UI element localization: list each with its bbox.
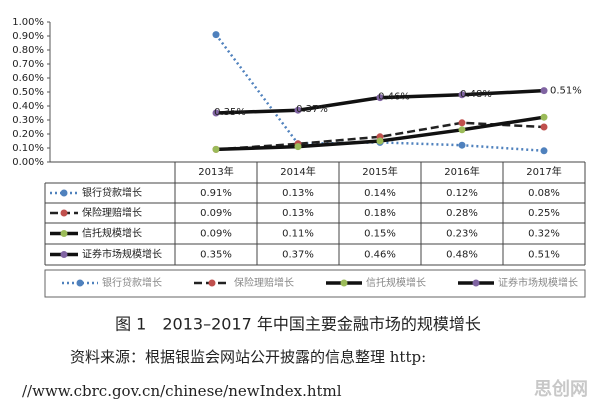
- caption: 图 1 2013–2017 年中国主要金融市场的规模增长: [115, 315, 481, 334]
- data-point: [294, 143, 302, 151]
- watermark: 思创网: [534, 378, 588, 400]
- table-cell: 0.91%: [200, 188, 232, 199]
- data-point: [458, 141, 466, 149]
- data-point: [212, 109, 220, 117]
- table-cell: 0.12%: [446, 188, 478, 199]
- table-cell: 0.32%: [528, 229, 560, 240]
- table-cell: 0.48%: [446, 250, 478, 261]
- series-line: [215, 33, 545, 153]
- series-line: [215, 121, 545, 151]
- table-legend-symbol: [60, 230, 68, 237]
- y-tick-label: 0.30%: [12, 115, 44, 126]
- legend-label: 保险理赔增长: [234, 276, 294, 289]
- legend-symbol: [76, 279, 84, 287]
- table-cell: 0.08%: [528, 188, 560, 199]
- legend-symbol: [208, 279, 216, 287]
- table-legend-symbol: [60, 251, 68, 258]
- table-cell: 0.28%: [446, 208, 478, 219]
- table-cell: 0.23%: [446, 229, 478, 240]
- table-legend-symbol: [60, 209, 68, 217]
- table-cell: 0.25%: [528, 208, 560, 219]
- table-cell: 0.09%: [200, 208, 232, 219]
- table-cell: 0.13%: [282, 188, 314, 199]
- y-tick-label: 0.70%: [12, 59, 44, 70]
- legend-box: [44, 269, 586, 298]
- table-legend-label: 证券市场规模增长: [82, 248, 162, 261]
- data-point: [540, 113, 548, 121]
- x-tick-label: 2014年: [280, 165, 315, 178]
- table-cell: 0.13%: [282, 208, 314, 219]
- data-label: 0.51%: [550, 86, 582, 97]
- data-point: [294, 106, 302, 114]
- source-url: //www.cbrc.gov.cn/chinese/newIndex.html: [22, 382, 342, 400]
- source: 资料来源：根据银监会网站公开披露的信息整理 http:: [70, 348, 426, 366]
- data-label: 0.48%: [460, 89, 492, 100]
- table-cell: 0.18%: [364, 208, 396, 219]
- y-tick-label: 1.00%: [12, 17, 44, 28]
- y-tick-label: 0.90%: [12, 31, 44, 42]
- y-tick-label: 0.00%: [12, 157, 44, 168]
- data-point: [458, 126, 466, 134]
- table-cell: 0.11%: [282, 229, 314, 240]
- data-point: [376, 94, 384, 102]
- table-legend-label: 银行贷款增长: [82, 186, 142, 199]
- x-tick-label: 2017年: [526, 165, 561, 178]
- table-cell: 0.15%: [364, 229, 396, 240]
- data-point: [540, 123, 548, 131]
- legend-label: 信托规模增长: [366, 276, 426, 289]
- y-tick-label: 0.10%: [12, 143, 44, 154]
- y-tick-label: 0.50%: [12, 87, 44, 98]
- table-cell: 0.14%: [364, 188, 396, 199]
- table-cell: 0.09%: [200, 229, 232, 240]
- table-legend-label: 保险理赔增长: [82, 206, 142, 219]
- data-point: [212, 31, 220, 39]
- table-legend-symbol: [60, 189, 68, 197]
- data-point: [376, 137, 384, 145]
- y-tick-label: 0.80%: [12, 45, 44, 56]
- x-tick-label: 2016年: [444, 165, 479, 178]
- data-point: [458, 119, 466, 127]
- data-label: 0.46%: [378, 92, 410, 103]
- legend-label: 证券市场规模增长: [498, 276, 578, 289]
- table-cell: 0.46%: [364, 250, 396, 261]
- x-tick-label: 2015年: [362, 165, 397, 178]
- table-cell: 0.37%: [282, 250, 314, 261]
- legend-label: 银行贷款增长: [102, 276, 162, 289]
- y-tick-label: 0.20%: [12, 129, 44, 140]
- table-cell: 0.51%: [528, 250, 560, 261]
- data-point: [540, 147, 548, 155]
- table-legend-label: 信托规模增长: [82, 227, 142, 240]
- data-label: 0.37%: [296, 104, 328, 115]
- data-point: [540, 87, 548, 95]
- data-point: [458, 91, 466, 99]
- y-tick-label: 0.40%: [12, 101, 44, 112]
- legend-symbol: [472, 279, 480, 287]
- data-point: [212, 145, 220, 153]
- y-tick-label: 0.60%: [12, 73, 44, 84]
- legend-symbol: [340, 279, 348, 287]
- x-tick-label: 2013年: [198, 165, 233, 178]
- table-cell: 0.35%: [200, 250, 232, 261]
- data-label: 0.35%: [214, 107, 246, 118]
